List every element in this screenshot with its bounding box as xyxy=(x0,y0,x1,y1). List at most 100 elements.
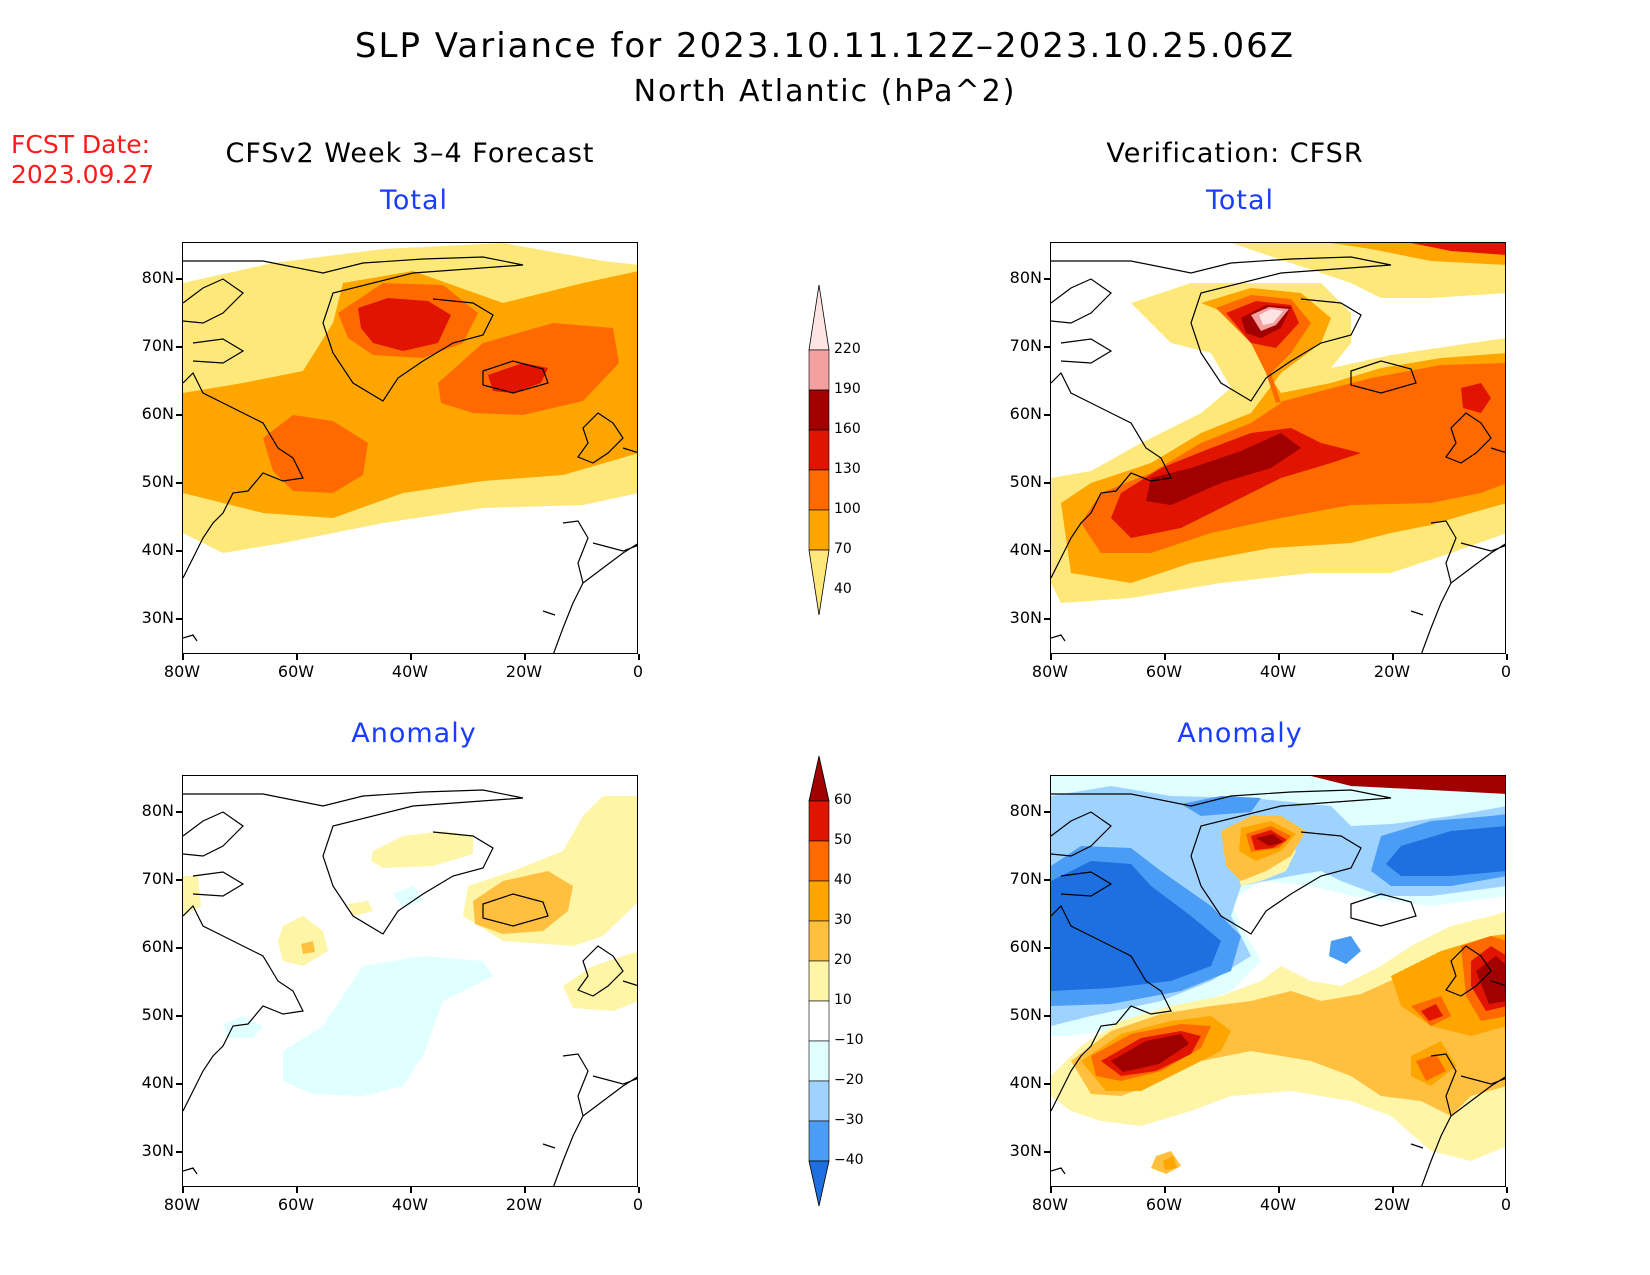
fill-dark-orange-3 xyxy=(263,415,368,493)
forecast-anomaly-lon-tick xyxy=(524,1187,526,1193)
total-colorbar-segment xyxy=(808,469,830,511)
anomaly-colorbar-arrow-top xyxy=(808,755,830,802)
forecast-anomaly-lat-tick xyxy=(176,1083,182,1085)
verification-total-lat-label: 60N xyxy=(1009,404,1042,423)
total-colorbar-segment xyxy=(808,509,830,551)
anomaly-colorbar-segment xyxy=(808,1000,830,1042)
main-title: SLP Variance for 2023.10.11.12Z–2023.10.… xyxy=(354,26,1296,66)
forecast-anomaly-map xyxy=(182,775,638,1187)
forecast-anomaly-lat-tick xyxy=(176,811,182,813)
total-colorbar-label: 100 xyxy=(834,501,861,517)
fill-light-cyan xyxy=(223,886,493,1096)
verification-total-lon-label: 0 xyxy=(1500,662,1512,681)
verification-anomaly-lat-label: 70N xyxy=(1009,869,1042,888)
forecast-total-lat-tick xyxy=(176,618,182,620)
verification-anomaly-lon-label: 20W xyxy=(1373,1195,1411,1214)
forecast-total-lon-label: 20W xyxy=(505,662,543,681)
anomaly-colorbar xyxy=(804,755,834,1207)
fill-light-orange xyxy=(301,871,573,954)
anomaly-colorbar-segment xyxy=(808,800,830,842)
verification-total-lat-tick xyxy=(1044,550,1050,552)
forecast-anomaly-lon-tick xyxy=(410,1187,412,1193)
forecast-total-lat-label: 80N xyxy=(141,268,174,287)
verification-total-lon-label: 40W xyxy=(1259,662,1297,681)
fill-light-yellow xyxy=(183,796,637,1011)
forecast-anomaly-lat-label: 40N xyxy=(141,1073,174,1092)
fill-orange xyxy=(1081,821,1505,1170)
forecast-total-lat-tick xyxy=(176,414,182,416)
fill-dark-blue xyxy=(1051,826,1505,991)
verification-anomaly-lat-tick xyxy=(1044,947,1050,949)
forecast-anomaly-lat-label: 30N xyxy=(141,1141,174,1160)
forecast-anomaly-lat-label: 70N xyxy=(141,869,174,888)
anomaly-colorbar-label: 40 xyxy=(834,872,852,888)
coastline xyxy=(183,256,637,653)
forecast-anomaly-lon-tick xyxy=(182,1187,184,1193)
fill-dark-red xyxy=(1146,305,1301,505)
forecast-total-lat-label: 70N xyxy=(141,336,174,355)
forecast-total-lon-label: 80W xyxy=(163,662,201,681)
verification-total-lat-label: 40N xyxy=(1009,540,1042,559)
forecast-anomaly-lon-tick xyxy=(296,1187,298,1193)
forecast-total-lon-tick xyxy=(410,654,412,660)
anomaly-colorbar-segment xyxy=(808,840,830,882)
anomaly-colorbar-segment xyxy=(808,1080,830,1122)
verification-column-title: Verification: CFSR xyxy=(1106,138,1364,169)
forecast-total-lon-label: 40W xyxy=(391,662,429,681)
verification-total-lat-label: 30N xyxy=(1009,608,1042,627)
verification-anomaly-lon-label: 80W xyxy=(1031,1195,1069,1214)
verification-total-lat-tick xyxy=(1044,278,1050,280)
forecast-anomaly-lat-tick xyxy=(176,879,182,881)
verification-total-lon-label: 60W xyxy=(1145,662,1183,681)
forecast-total-lat-tick xyxy=(176,346,182,348)
verification-total-lat-label: 70N xyxy=(1009,336,1042,355)
verification-anomaly-lon-tick xyxy=(1278,1187,1280,1193)
total-colorbar-arrow-top xyxy=(808,284,830,351)
forecast-total-lat-tick xyxy=(176,482,182,484)
anomaly-colorbar-label: −20 xyxy=(834,1072,864,1088)
verification-anomaly-lon-label: 40W xyxy=(1259,1195,1297,1214)
fill-light-orange xyxy=(1071,816,1505,1174)
verification-anomaly-lon-tick xyxy=(1164,1187,1166,1193)
forecast-total-lon-tick xyxy=(182,654,184,660)
anomaly-colorbar-label: 30 xyxy=(834,912,852,928)
forecast-anomaly-lat-tick xyxy=(176,947,182,949)
forecast-total-lon-tick xyxy=(296,654,298,660)
forecast-anomaly-lon-label: 80W xyxy=(163,1195,201,1214)
coastline xyxy=(1051,256,1505,653)
total-colorbar-label: 130 xyxy=(834,461,861,477)
verification-total-lat-tick xyxy=(1044,482,1050,484)
verification-anomaly-lat-label: 80N xyxy=(1009,801,1042,820)
verification-total-title: Total xyxy=(1205,185,1275,216)
forecast-anomaly-lat-label: 60N xyxy=(141,937,174,956)
verification-total-map xyxy=(1050,242,1506,654)
forecast-anomaly-lat-tick xyxy=(176,1015,182,1017)
total-colorbar-segment xyxy=(808,429,830,471)
total-colorbar-label: 70 xyxy=(834,541,852,557)
verification-anomaly-lon-tick xyxy=(1050,1187,1052,1193)
forecast-total-lat-label: 50N xyxy=(141,472,174,491)
total-colorbar-arrow-bottom xyxy=(808,549,830,616)
total-colorbar-segment xyxy=(808,389,830,431)
total-colorbar-label: 220 xyxy=(834,341,861,357)
verification-total-lat-tick xyxy=(1044,346,1050,348)
anomaly-colorbar-arrow-bottom xyxy=(808,1160,830,1207)
anomaly-colorbar-segment xyxy=(808,920,830,962)
forecast-total-lon-label: 0 xyxy=(632,662,644,681)
verification-anomaly-lat-tick xyxy=(1044,1151,1050,1153)
fill-red-east xyxy=(1461,383,1491,413)
coastline xyxy=(1051,789,1505,1186)
forecast-anomaly-lon-label: 20W xyxy=(505,1195,543,1214)
total-colorbar-segment xyxy=(808,349,830,391)
forecast-anomaly-lat-tick xyxy=(176,1151,182,1153)
total-colorbar xyxy=(804,284,834,616)
verification-total-lon-tick xyxy=(1506,654,1508,660)
verification-total-lat-label: 50N xyxy=(1009,472,1042,491)
total-colorbar-label: 160 xyxy=(834,421,861,437)
verification-anomaly-lat-tick xyxy=(1044,1015,1050,1017)
forecast-total-title: Total xyxy=(379,185,449,216)
verification-anomaly-map xyxy=(1050,775,1506,1187)
anomaly-colorbar-label: −10 xyxy=(834,1032,864,1048)
forecast-total-lon-tick xyxy=(638,654,640,660)
fcst-date-label: FCST Date: xyxy=(11,130,151,159)
